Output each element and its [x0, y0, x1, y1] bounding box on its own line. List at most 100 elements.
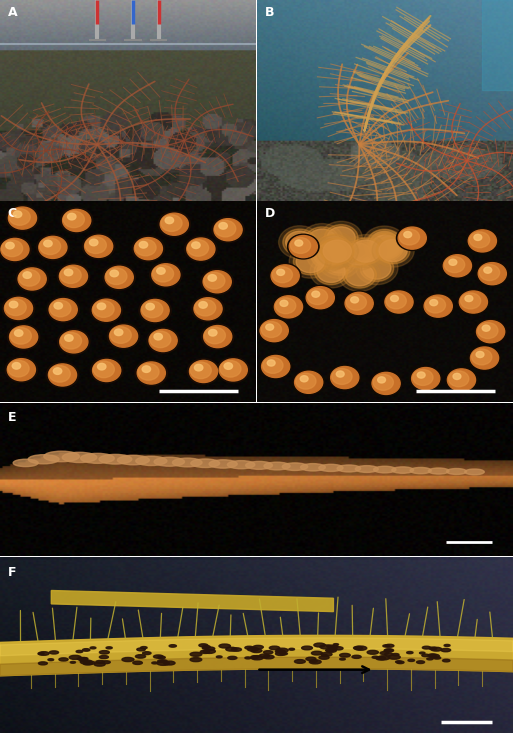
Circle shape [70, 661, 75, 663]
Circle shape [49, 651, 58, 654]
Circle shape [139, 241, 148, 248]
Circle shape [187, 358, 220, 384]
Circle shape [191, 459, 220, 468]
Circle shape [199, 644, 208, 647]
Circle shape [417, 660, 425, 663]
Circle shape [447, 369, 476, 391]
Circle shape [158, 656, 165, 659]
Circle shape [251, 649, 262, 652]
Circle shape [149, 329, 177, 352]
Circle shape [363, 257, 391, 279]
Circle shape [226, 647, 237, 651]
Circle shape [57, 329, 90, 355]
Circle shape [478, 323, 498, 339]
Circle shape [12, 363, 21, 369]
Circle shape [468, 230, 497, 252]
Circle shape [443, 659, 450, 662]
Circle shape [449, 259, 457, 265]
Circle shape [425, 297, 446, 313]
Circle shape [16, 266, 48, 292]
Circle shape [319, 656, 329, 659]
Circle shape [352, 655, 361, 658]
Circle shape [150, 262, 182, 287]
Circle shape [38, 662, 47, 665]
Circle shape [109, 325, 137, 347]
Circle shape [106, 268, 127, 284]
Circle shape [283, 229, 317, 256]
Circle shape [441, 649, 450, 652]
Circle shape [2, 295, 35, 321]
Circle shape [100, 655, 108, 659]
Circle shape [212, 217, 244, 243]
Circle shape [474, 235, 482, 240]
Circle shape [63, 211, 85, 228]
Circle shape [49, 298, 77, 320]
Circle shape [327, 645, 334, 648]
Circle shape [139, 298, 171, 323]
Circle shape [161, 215, 182, 232]
Circle shape [8, 361, 29, 377]
Circle shape [353, 647, 363, 649]
Circle shape [356, 465, 378, 473]
Circle shape [286, 231, 314, 254]
Polygon shape [0, 638, 513, 656]
Circle shape [433, 657, 441, 659]
Circle shape [383, 645, 389, 647]
Circle shape [269, 646, 280, 649]
Circle shape [251, 655, 263, 660]
Circle shape [202, 646, 210, 648]
Circle shape [301, 224, 343, 257]
Circle shape [396, 661, 402, 663]
Circle shape [117, 455, 149, 465]
Circle shape [417, 372, 425, 378]
Circle shape [13, 211, 22, 218]
Circle shape [288, 235, 319, 259]
Circle shape [246, 461, 272, 469]
Circle shape [231, 648, 242, 651]
Circle shape [306, 658, 316, 660]
Circle shape [346, 295, 366, 310]
Text: C: C [8, 207, 17, 220]
Circle shape [9, 301, 18, 308]
Circle shape [260, 354, 291, 379]
Circle shape [322, 248, 356, 276]
Circle shape [424, 295, 452, 317]
Circle shape [318, 246, 360, 279]
Circle shape [413, 369, 433, 386]
Circle shape [300, 376, 308, 382]
Circle shape [311, 242, 344, 268]
Circle shape [320, 237, 348, 259]
Circle shape [10, 326, 37, 348]
Circle shape [290, 237, 311, 254]
Circle shape [465, 295, 473, 301]
Circle shape [53, 368, 62, 375]
Circle shape [337, 371, 344, 377]
Circle shape [44, 240, 52, 247]
Circle shape [459, 291, 487, 313]
Circle shape [312, 291, 320, 298]
Circle shape [44, 451, 80, 462]
Circle shape [214, 218, 242, 240]
Circle shape [77, 658, 83, 660]
Circle shape [69, 655, 81, 660]
Circle shape [209, 460, 237, 468]
Polygon shape [0, 657, 513, 676]
Circle shape [344, 243, 372, 265]
Circle shape [482, 325, 490, 331]
Circle shape [201, 269, 233, 295]
Circle shape [83, 649, 90, 651]
Circle shape [301, 463, 325, 471]
Circle shape [192, 296, 224, 322]
Circle shape [7, 324, 40, 350]
Text: B: B [265, 6, 274, 19]
Circle shape [94, 663, 105, 666]
Circle shape [478, 262, 506, 284]
Circle shape [467, 229, 498, 254]
Circle shape [134, 237, 163, 259]
Circle shape [204, 327, 225, 344]
Circle shape [341, 240, 374, 267]
Circle shape [100, 651, 109, 654]
Circle shape [373, 375, 393, 390]
Circle shape [60, 331, 88, 353]
Circle shape [59, 658, 68, 661]
